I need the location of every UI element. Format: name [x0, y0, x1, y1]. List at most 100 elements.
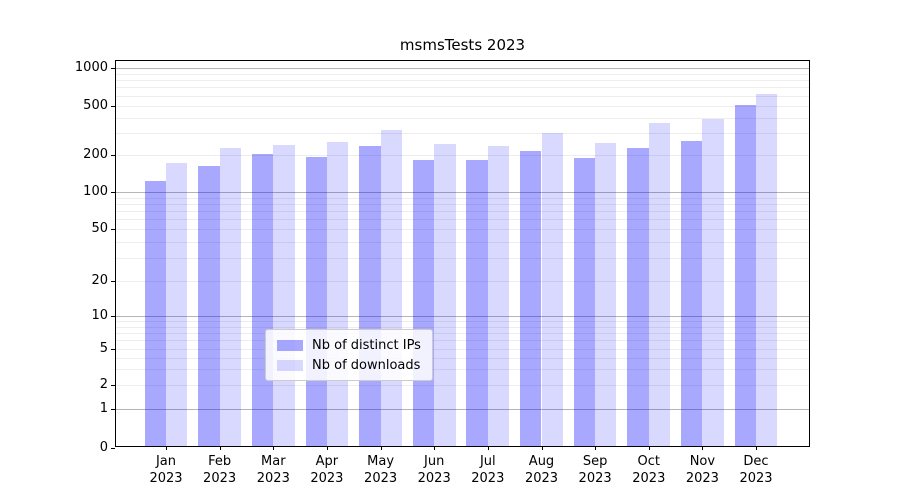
minor-gridline	[116, 197, 809, 199]
bar-distinct-ips	[520, 150, 542, 446]
bar-distinct-ips	[251, 153, 274, 446]
x-tick-label: Jan 2023	[149, 454, 183, 486]
bar-downloads	[273, 145, 295, 446]
bar-downloads	[702, 118, 724, 446]
x-tick-label: Apr 2023	[310, 454, 344, 486]
x-axis-tick	[756, 446, 757, 450]
bar-downloads	[326, 142, 349, 446]
bar-downloads	[487, 146, 510, 446]
y-axis-tick	[111, 349, 115, 350]
legend-swatch-icon	[277, 339, 303, 351]
x-tick-label: Dec 2023	[739, 454, 773, 486]
bar-downloads	[648, 122, 671, 446]
bar-downloads	[219, 147, 241, 446]
x-tick-label: Jul 2023	[471, 454, 505, 486]
major-gridline	[116, 68, 809, 69]
y-tick-label: 20	[91, 273, 108, 288]
bar-distinct-ips	[627, 148, 649, 446]
minor-gridline	[116, 87, 809, 89]
x-tick-label: Oct 2023	[632, 454, 666, 486]
x-axis-tick	[434, 446, 436, 450]
bar-distinct-ips	[144, 181, 166, 446]
y-tick-label: 50	[91, 221, 108, 236]
minor-gridline	[116, 340, 809, 342]
y-axis-tick	[111, 448, 115, 449]
minor-gridline	[116, 241, 809, 243]
y-tick-label: 1	[99, 401, 108, 416]
y-axis-tick	[111, 105, 115, 107]
x-axis-tick	[326, 446, 328, 450]
legend-label: Nb of downloads	[312, 357, 421, 373]
major-gridline	[116, 192, 809, 193]
y-tick-label: 0	[99, 440, 108, 455]
y-tick-label: 1000	[74, 60, 108, 75]
x-tick-label: Sep 2023	[578, 454, 612, 486]
y-tick-label: 500	[83, 97, 108, 113]
bar-distinct-ips	[734, 104, 756, 446]
bar-distinct-ips	[466, 160, 488, 446]
x-tick-label: Mar 2023	[256, 454, 290, 486]
x-axis-tick	[219, 446, 221, 450]
bar-downloads	[756, 94, 778, 446]
x-tick-label: Nov 2023	[685, 454, 719, 486]
x-tick-label: Aug 2023	[524, 454, 559, 486]
x-tick-label: Feb 2023	[203, 454, 237, 486]
y-axis-tick	[111, 68, 115, 69]
major-gridline	[116, 409, 809, 410]
minor-gridline	[116, 219, 809, 221]
bar-downloads	[380, 130, 402, 446]
legend-row: Nb of downloads	[277, 357, 421, 373]
minor-gridline	[116, 203, 809, 205]
plot-area: 0 1 2 5 10 20 50 100 200 500 1000 Jan 2023 Feb 2023 M…	[75, 60, 810, 486]
y-axis-tick	[111, 409, 115, 410]
x-axis-tick	[166, 446, 167, 450]
minor-gridline	[116, 326, 809, 328]
bar-downloads	[166, 163, 188, 446]
y-axis-tick	[111, 155, 115, 156]
major-gridline	[116, 316, 809, 317]
bar-distinct-ips	[681, 140, 703, 446]
y-tick-label: 100	[83, 184, 108, 199]
x-axis-tick	[648, 446, 650, 450]
minor-gridline	[116, 369, 809, 371]
bar-downloads	[595, 143, 617, 446]
y-axis-tick	[111, 192, 115, 193]
labeled-gridline	[116, 229, 809, 230]
labeled-gridline	[116, 349, 809, 350]
y-tick-label: 200	[83, 147, 108, 162]
labeled-gridline	[116, 281, 809, 282]
y-tick-label: 5	[99, 341, 108, 356]
minor-gridline	[116, 258, 809, 259]
labeled-gridline	[116, 385, 809, 386]
chart-title: msmsTests 2023	[399, 36, 526, 54]
y-axis-tick	[111, 281, 115, 282]
x-axis-tick	[541, 446, 543, 450]
x-axis-tick	[380, 446, 382, 450]
minor-gridline	[116, 133, 809, 135]
labeled-gridline	[116, 155, 809, 156]
x-axis-tick	[487, 446, 489, 450]
minor-gridline	[116, 357, 809, 359]
y-axis-tick	[111, 316, 115, 317]
y-tick-label: 2	[99, 377, 108, 392]
bar-downloads	[541, 132, 563, 446]
legend-swatch-icon	[277, 359, 303, 371]
bar-distinct-ips	[305, 156, 327, 446]
x-axis-tick	[595, 446, 597, 450]
minor-gridline	[116, 333, 809, 334]
x-axis-tick	[702, 446, 704, 450]
legend-row: Nb of distinct IPs	[277, 337, 421, 353]
legend-label: Nb of distinct IPs	[312, 337, 421, 353]
legend: Nb of distinct IPs Nb of downloads	[265, 329, 433, 381]
bar-distinct-ips	[198, 165, 220, 446]
bar-distinct-ips	[412, 159, 435, 446]
y-tick-label: 10	[91, 308, 108, 323]
x-tick-label: May 2023	[364, 454, 398, 486]
bar-downloads	[434, 143, 456, 446]
bar-distinct-ips	[359, 145, 381, 446]
minor-gridline	[116, 211, 809, 212]
minor-gridline	[116, 321, 809, 322]
x-axis-tick	[273, 446, 275, 450]
minor-gridline	[116, 95, 809, 97]
